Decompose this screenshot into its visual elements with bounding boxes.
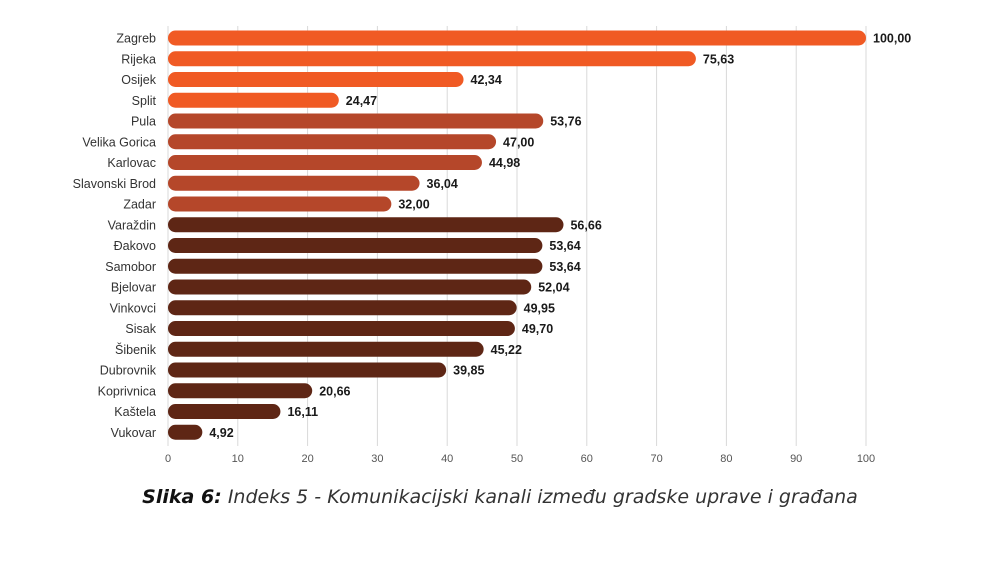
category-label: Osijek bbox=[121, 73, 156, 87]
x-tick-label: 80 bbox=[720, 453, 732, 465]
value-label: 49,70 bbox=[522, 322, 553, 336]
bar bbox=[168, 404, 281, 419]
x-tick-label: 90 bbox=[790, 453, 802, 465]
value-label: 16,11 bbox=[287, 405, 318, 419]
bar bbox=[168, 383, 313, 399]
category-label: Bjelovar bbox=[111, 281, 156, 295]
x-tick-label: 100 bbox=[857, 453, 875, 465]
value-label: 53,64 bbox=[549, 260, 580, 274]
category-label: Đakovo bbox=[114, 239, 156, 253]
category-label: Split bbox=[132, 94, 157, 108]
bar bbox=[168, 155, 482, 170]
bar bbox=[168, 238, 543, 253]
bar bbox=[168, 134, 497, 150]
category-label: Pula bbox=[131, 115, 156, 129]
bar bbox=[168, 258, 543, 274]
value-label: 56,66 bbox=[570, 218, 601, 232]
category-labels: Zagreb Rijeka Osijek Split Pula Velika Gorica… bbox=[73, 32, 157, 440]
value-label: 44,98 bbox=[489, 156, 520, 170]
value-label: 39,85 bbox=[453, 364, 484, 378]
x-tick-label: 50 bbox=[511, 453, 523, 465]
category-label: Karlovac bbox=[107, 156, 156, 170]
value-label: 42,34 bbox=[471, 73, 502, 87]
figure-caption: Slika 6: Indeks 5 - Komunikacijski kanal… bbox=[0, 486, 1000, 508]
bar bbox=[168, 341, 484, 357]
bar bbox=[168, 51, 696, 67]
value-label: 53,64 bbox=[549, 239, 580, 253]
value-label: 49,95 bbox=[524, 301, 555, 315]
category-label: Sisak bbox=[125, 322, 156, 336]
category-label: Kaštela bbox=[114, 405, 156, 419]
bar bbox=[168, 30, 866, 46]
value-label: 24,47 bbox=[346, 94, 377, 108]
x-tick-label: 60 bbox=[581, 453, 593, 465]
value-label: 53,76 bbox=[550, 115, 581, 129]
x-tick-label: 10 bbox=[232, 453, 244, 465]
x-tick-label: 40 bbox=[441, 453, 453, 465]
bars bbox=[168, 30, 866, 440]
category-label: Rijeka bbox=[121, 52, 156, 66]
bar bbox=[168, 72, 464, 87]
bar bbox=[168, 362, 447, 378]
x-tick-label: 30 bbox=[371, 453, 383, 465]
value-label: 100,00 bbox=[873, 32, 911, 46]
caption-text: Indeks 5 - Komunikacijski kanali između … bbox=[227, 486, 858, 508]
category-label: Šibenik bbox=[115, 342, 157, 357]
category-label: Varaždin bbox=[108, 218, 156, 232]
value-label: 45,22 bbox=[491, 343, 522, 357]
category-label: Zadar bbox=[123, 198, 156, 212]
category-label: Vukovar bbox=[111, 426, 156, 440]
value-label: 20,66 bbox=[319, 384, 350, 398]
category-label: Samobor bbox=[105, 260, 156, 274]
category-label: Koprivnica bbox=[98, 384, 156, 398]
category-label: Dubrovnik bbox=[100, 364, 157, 378]
bar bbox=[168, 217, 564, 233]
value-labels: 100,00 75,63 42,34 24,47 53,76 47,00 44,98 36,0… bbox=[209, 32, 911, 440]
value-label: 47,00 bbox=[503, 135, 534, 149]
caption-label: Slika 6: bbox=[142, 486, 222, 508]
bar-chart: Zagreb Rijeka Osijek Split Pula Velika Gorica… bbox=[73, 26, 911, 465]
value-label: 75,63 bbox=[703, 52, 734, 66]
bar bbox=[168, 424, 203, 440]
bar bbox=[168, 279, 532, 295]
bar bbox=[168, 92, 339, 108]
grid-lines bbox=[167, 26, 867, 446]
value-label: 36,04 bbox=[427, 177, 458, 191]
x-tick-label: 70 bbox=[650, 453, 662, 465]
bar bbox=[168, 300, 517, 316]
x-tick-label: 0 bbox=[165, 453, 171, 465]
bar bbox=[168, 113, 544, 129]
value-label: 4,92 bbox=[209, 426, 233, 440]
category-label: Velika Gorica bbox=[82, 135, 156, 149]
x-axis-ticks: 0 10 20 30 40 50 60 70 80 90 100 bbox=[165, 453, 875, 465]
x-tick-label: 20 bbox=[301, 453, 313, 465]
bar bbox=[168, 196, 392, 212]
category-label: Zagreb bbox=[116, 32, 156, 46]
bar bbox=[168, 175, 420, 191]
category-label: Vinkovci bbox=[110, 301, 156, 315]
value-label: 32,00 bbox=[398, 198, 429, 212]
bar bbox=[168, 321, 515, 336]
category-label: Slavonski Brod bbox=[73, 177, 156, 191]
value-label: 52,04 bbox=[538, 281, 569, 295]
